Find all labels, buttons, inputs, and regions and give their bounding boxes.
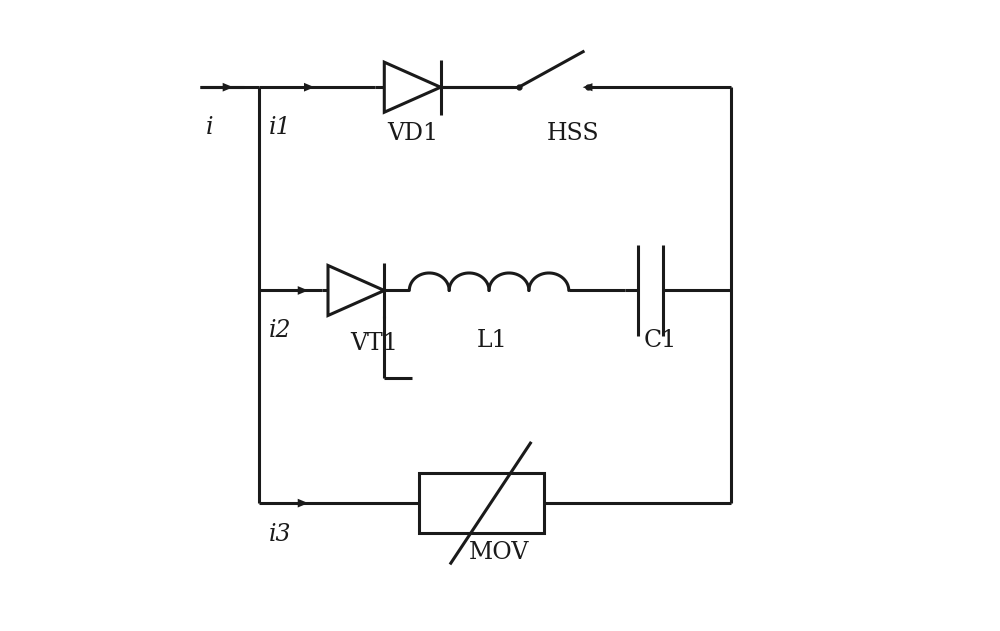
Polygon shape: [328, 266, 384, 316]
Polygon shape: [298, 286, 308, 295]
Text: L1: L1: [477, 329, 507, 351]
Text: MOV: MOV: [469, 541, 529, 564]
Text: VD1: VD1: [387, 122, 439, 145]
Polygon shape: [384, 62, 441, 112]
Bar: [419, 473, 544, 533]
Polygon shape: [304, 83, 314, 91]
Text: C1: C1: [644, 329, 677, 351]
Text: i2: i2: [269, 319, 291, 343]
Text: i: i: [206, 116, 214, 139]
Polygon shape: [223, 83, 233, 91]
Text: i1: i1: [269, 116, 291, 139]
Polygon shape: [583, 83, 592, 91]
Text: VT1: VT1: [350, 332, 398, 355]
Polygon shape: [298, 498, 308, 507]
Text: i3: i3: [269, 522, 291, 546]
Text: HSS: HSS: [547, 122, 600, 145]
